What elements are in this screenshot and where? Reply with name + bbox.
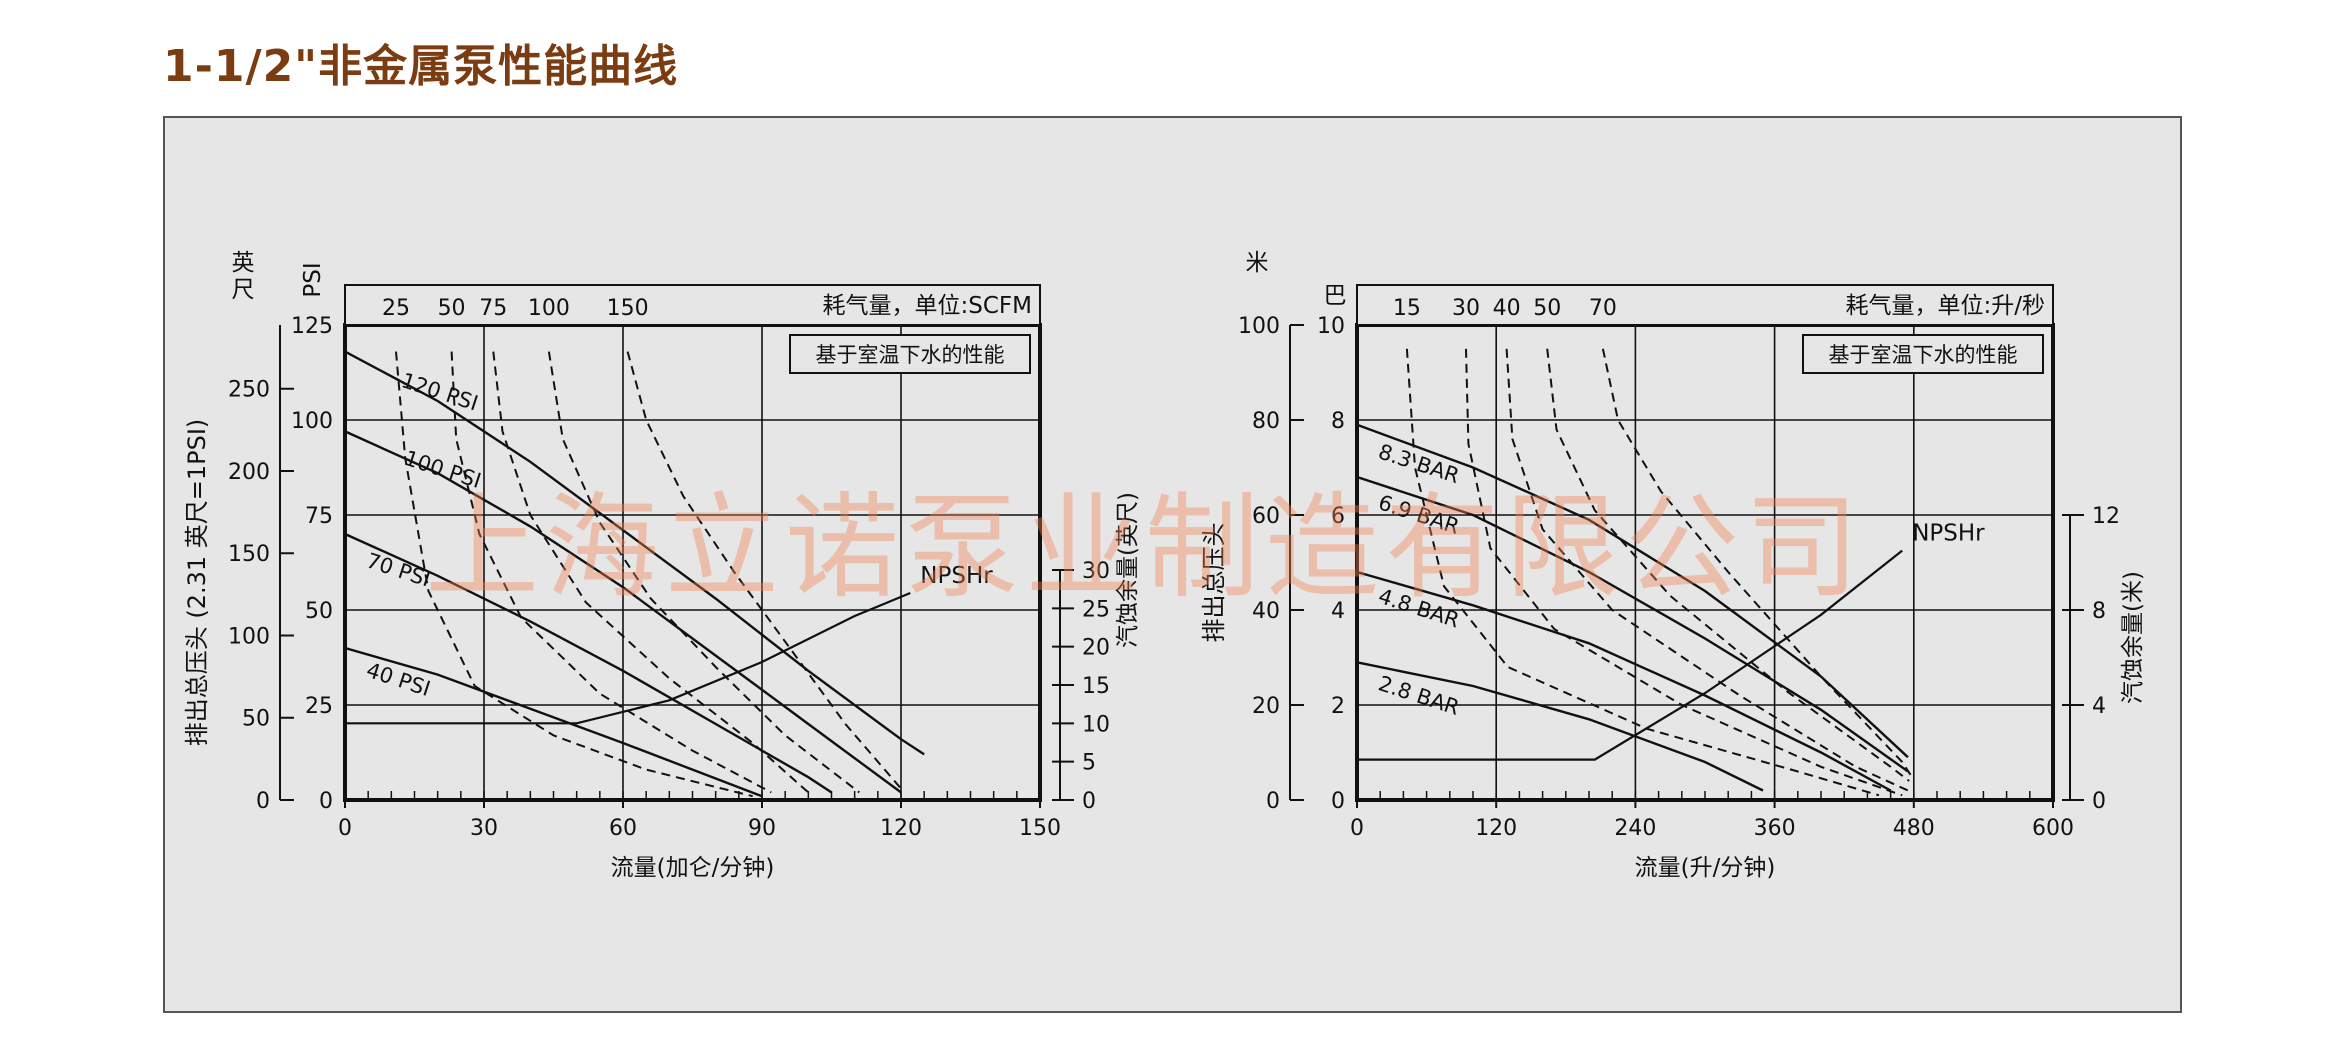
chart2-x-axis-label: 流量(升/分钟) — [1635, 855, 1776, 881]
chart2-pressure-curve — [1356, 475, 1909, 773]
chart2-air-header-label: 耗气量，单位:升/秒 — [1846, 293, 2046, 319]
chart1-npsh-tick-label: 25 — [1082, 597, 1110, 622]
chart2-head-tick-label: 80 — [1252, 409, 1280, 434]
chart2-x-tick-label: 480 — [1893, 816, 1935, 841]
chart1-npshr-curve — [345, 591, 911, 725]
chart1-y-tick-label: 125 — [291, 314, 333, 339]
chart1-air-label: 50 — [438, 296, 466, 321]
chart2-air-label: 50 — [1533, 296, 1561, 321]
chart2-x-tick-label: 600 — [2032, 816, 2074, 841]
chart1-air-label: 150 — [607, 296, 649, 321]
chart1-head-tick-label: 0 — [256, 789, 270, 814]
chart2-head-tick-label: 20 — [1252, 694, 1280, 719]
chart1-x-tick-label: 30 — [470, 816, 498, 841]
chart2-air-curve-15 — [1405, 348, 1880, 797]
chart1-x-tick-label: 120 — [880, 816, 922, 841]
chart2-head-tick-label: 60 — [1252, 504, 1280, 529]
chart1-head-tick-label: 200 — [228, 460, 270, 485]
chart2-y-tick-label: 4 — [1331, 599, 1345, 624]
chart1-npshr-label: NPSHr — [920, 563, 993, 589]
chart2-y-tick-label: 10 — [1317, 314, 1345, 339]
chart2-note-box — [1802, 334, 2044, 374]
chart1-x-tick-label: 90 — [748, 816, 776, 841]
chart1-pressure-unit-label: PSI — [300, 262, 326, 297]
chart1-air-curve-100 — [547, 351, 860, 794]
chart2-npshr-label: NPSHr — [1912, 521, 1985, 547]
chart2-head-axis-label: 排出总压头 — [1200, 523, 1228, 643]
chart2-air-curve-30 — [1465, 348, 1903, 797]
chart1-air-label: 100 — [528, 296, 570, 321]
chart2-air-header-box — [1356, 284, 2054, 326]
chart1-head-tick-label: 250 — [228, 378, 270, 403]
chart1-head-axis-label: 排出总压头 (2.31 英尺=1PSI) — [183, 419, 211, 747]
chart2-y-tick-label: 2 — [1331, 694, 1345, 719]
chart1-y-tick-label: 75 — [305, 504, 333, 529]
chart2-air-label: 30 — [1452, 296, 1480, 321]
chart2-air-label: 40 — [1493, 296, 1521, 321]
chart1-pressure-curve — [344, 350, 925, 756]
chart2-head-unit-label: 米 — [1246, 250, 1269, 276]
chart2-npshr-curve — [1357, 549, 1903, 761]
chart2-pressure-unit-label: 巴 — [1324, 283, 1347, 309]
chart2-y-tick-label: 0 — [1331, 789, 1345, 814]
chart1-npsh-tick-label: 0 — [1082, 789, 1096, 814]
chart1-air-header-label: 耗气量，单位:SCFM — [823, 293, 1032, 319]
chart1-air-label: 75 — [479, 296, 507, 321]
chart1-head-unit-label: 英 — [232, 250, 255, 276]
chart2-npsh-tick-label: 4 — [2092, 694, 2106, 719]
chart2-head-tick-label: 100 — [1238, 314, 1280, 339]
chart2-air-curve-70 — [1601, 348, 1913, 777]
chart1-npsh-tick-label: 10 — [1082, 712, 1110, 737]
chart1-note-label: 基于室温下水的性能 — [816, 343, 1005, 367]
chart2-head-tick-label: 0 — [1266, 789, 1280, 814]
chart1-air-header-box — [344, 284, 1041, 326]
chart1-npsh-tick-label: 15 — [1082, 674, 1110, 699]
chart1-pressure-curve — [344, 646, 763, 798]
page-title: 1-1/2"非金属泵性能曲线 — [163, 41, 679, 92]
chart1-y-tick-label: 50 — [305, 599, 333, 624]
chart1-y-tick-label: 100 — [291, 409, 333, 434]
chart2-note-label: 基于室温下水的性能 — [1829, 343, 2018, 367]
chart2-air-label: 70 — [1589, 296, 1617, 321]
chart2-y-tick-label: 6 — [1331, 504, 1345, 529]
chart1-npsh-tick-label: 30 — [1082, 559, 1110, 584]
chart2-npsh-tick-label: 12 — [2092, 504, 2120, 529]
chart1-x-tick-label: 60 — [609, 816, 637, 841]
chart1-head-tick-label: 150 — [228, 542, 270, 567]
chart2-head-tick-label: 40 — [1252, 599, 1280, 624]
chart1-air-label: 25 — [382, 296, 410, 321]
chart1-pressure-curve — [344, 430, 902, 794]
chart1-note-box — [789, 334, 1031, 374]
chart1-x-tick-label: 0 — [338, 816, 352, 841]
chart1-head-tick-label: 100 — [228, 624, 270, 649]
chart2-x-tick-label: 120 — [1475, 816, 1517, 841]
chart1-y-tick-label: 0 — [319, 789, 333, 814]
chart2-x-tick-label: 360 — [1754, 816, 1796, 841]
chart2-x-tick-label: 0 — [1350, 816, 1364, 841]
chart2-y-tick-label: 8 — [1331, 409, 1345, 434]
chart2-npsh-axis-label: 汽蚀余量(米) — [2120, 571, 2146, 704]
chart1-x-axis-label: 流量(加仑/分钟) — [611, 855, 775, 881]
chart2-air-curve-50 — [1546, 348, 1910, 782]
chart1-air-curve-75 — [492, 351, 809, 794]
chart1-x-tick-label: 150 — [1019, 816, 1061, 841]
chart1-pressure-curve — [344, 532, 833, 794]
chart2-pressure-curve — [1356, 570, 1892, 792]
chart1-y-tick-label: 25 — [305, 694, 333, 719]
chart1-head-unit-label: 尺 — [232, 277, 255, 303]
chart2-plot-area — [1355, 323, 2055, 802]
chart1-npsh-tick-label: 20 — [1082, 636, 1110, 661]
chart2-air-curve-40 — [1505, 348, 1909, 792]
chart2-air-label: 15 — [1393, 296, 1421, 321]
chart1-head-tick-label: 50 — [242, 707, 270, 732]
chart1-air-curve-150 — [626, 351, 902, 790]
chart1-npsh-tick-label: 5 — [1082, 751, 1096, 776]
chart1-npsh-axis-label: 汽蚀余量(英尺) — [1115, 492, 1141, 648]
chart2-pressure-curve — [1356, 661, 1764, 792]
chart2-pressure-curve — [1356, 423, 1909, 759]
chart2-x-tick-label: 240 — [1614, 816, 1656, 841]
chart2-npsh-tick-label: 0 — [2092, 789, 2106, 814]
chart2-npsh-tick-label: 8 — [2092, 599, 2106, 624]
